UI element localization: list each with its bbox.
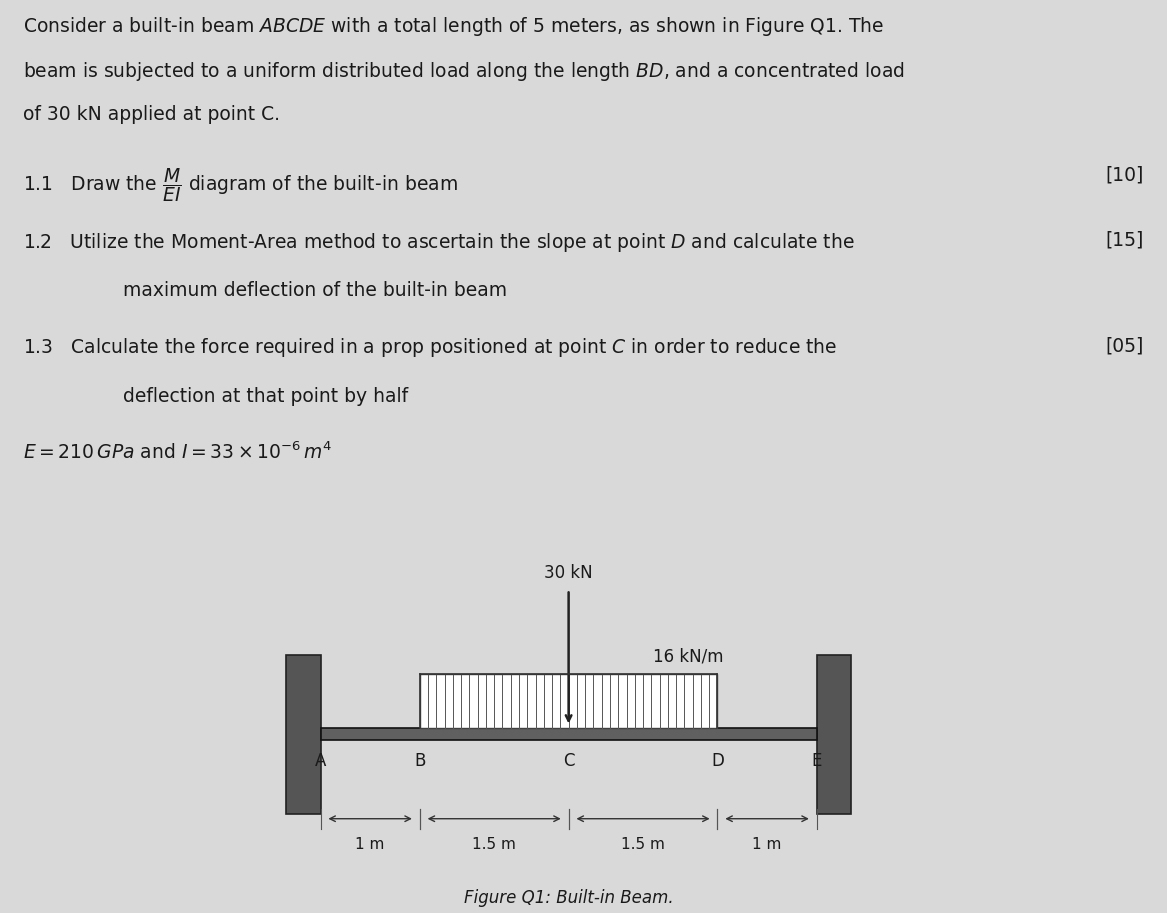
Text: 1.3   Calculate the force required in a prop positioned at point $C$ in order to: 1.3 Calculate the force required in a pr…	[23, 337, 838, 360]
Text: 30 kN: 30 kN	[544, 563, 593, 582]
Text: 1.5 m: 1.5 m	[621, 836, 665, 852]
Text: beam is subjected to a uniform distributed load along the length $BD$, and a con: beam is subjected to a uniform distribut…	[23, 60, 904, 83]
Text: E: E	[811, 752, 822, 771]
Text: 1.1   Draw the $\dfrac{M}{EI}$ diagram of the built-in beam: 1.1 Draw the $\dfrac{M}{EI}$ diagram of …	[23, 166, 459, 204]
Bar	[286, 655, 321, 813]
Text: [15]: [15]	[1105, 231, 1144, 250]
Text: A: A	[315, 752, 327, 771]
Text: 16 kN/m: 16 kN/m	[654, 648, 724, 666]
Text: maximum deflection of the built-in beam: maximum deflection of the built-in beam	[123, 281, 506, 300]
Text: C: C	[562, 752, 574, 771]
Text: 1.5 m: 1.5 m	[473, 836, 516, 852]
Text: Consider a built-in beam $ABCDE$ with a total length of 5 meters, as shown in Fi: Consider a built-in beam $ABCDE$ with a …	[23, 16, 885, 38]
Text: Figure Q1: Built-in Beam.: Figure Q1: Built-in Beam.	[463, 889, 673, 908]
Text: [05]: [05]	[1105, 337, 1144, 355]
Text: B: B	[414, 752, 426, 771]
Bar	[817, 655, 852, 813]
Text: of 30 kN applied at point C.: of 30 kN applied at point C.	[23, 106, 280, 124]
Text: 1 m: 1 m	[356, 836, 385, 852]
Text: D: D	[711, 752, 724, 771]
Bar	[420, 674, 718, 729]
Text: deflection at that point by half: deflection at that point by half	[123, 387, 407, 405]
Text: 1 m: 1 m	[753, 836, 782, 852]
Text: 1.2   Utilize the Moment-Area method to ascertain the slope at point $D$ and cal: 1.2 Utilize the Moment-Area method to as…	[23, 231, 855, 254]
Text: [10]: [10]	[1105, 166, 1144, 184]
Bar	[321, 729, 817, 740]
Text: $E = 210\,GPa$ and $I = 33 \times 10^{-6}\,m^4$: $E = 210\,GPa$ and $I = 33 \times 10^{-6…	[23, 442, 333, 464]
